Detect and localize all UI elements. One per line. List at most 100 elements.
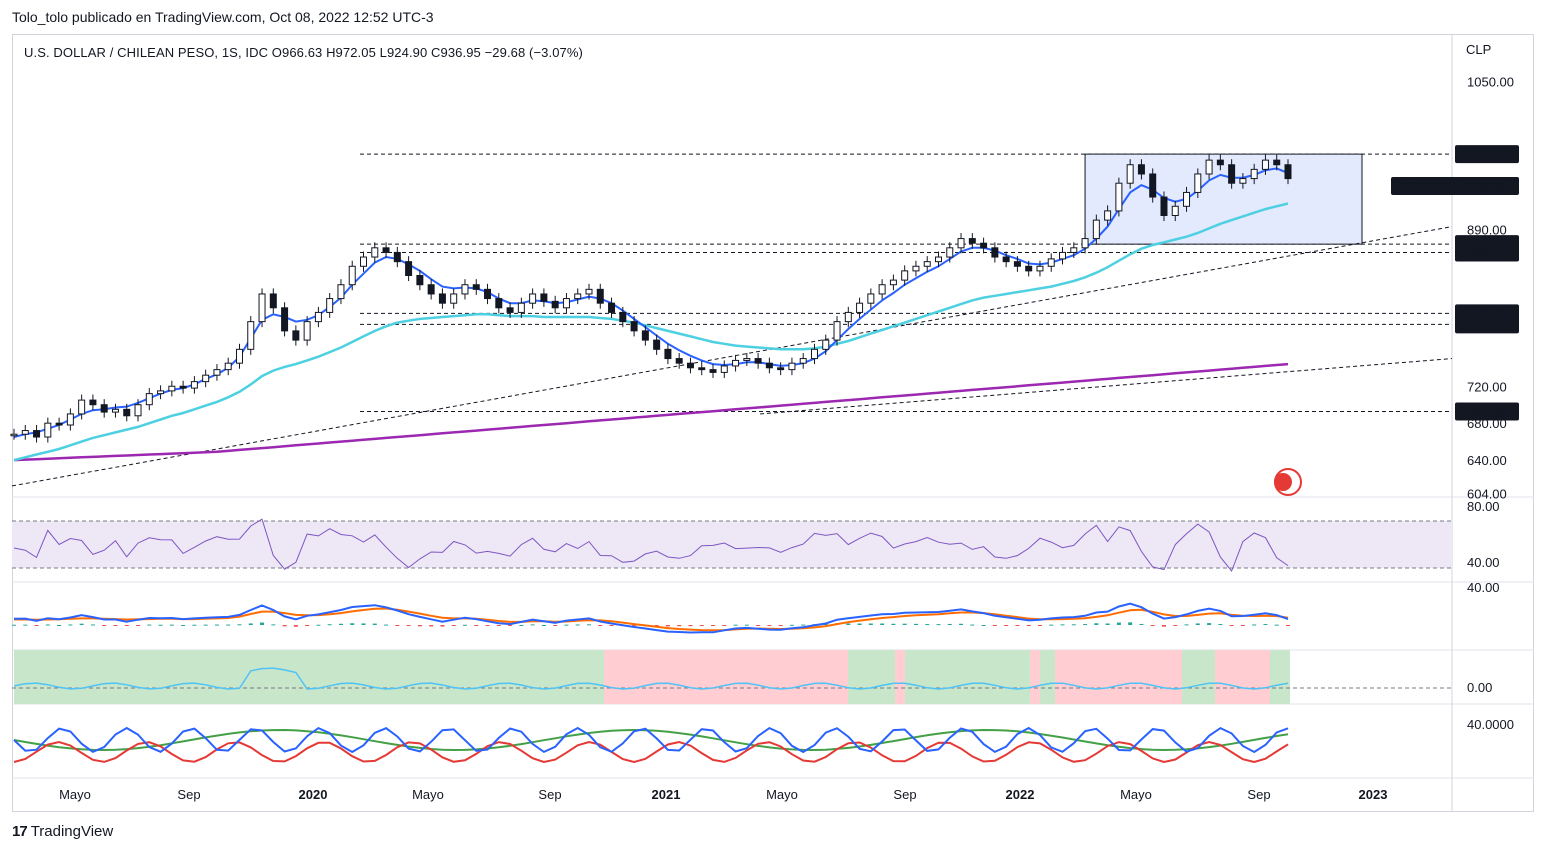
- candle-body: [55, 422, 63, 426]
- macd-histogram-bar: [902, 623, 907, 625]
- momentum-zone-bear: [895, 650, 905, 704]
- time-axis-label: Mayo: [412, 787, 444, 802]
- macd-histogram-bar: [316, 624, 321, 626]
- level-price-tag: [1455, 243, 1519, 262]
- rsi-band: [12, 521, 1452, 568]
- macd-histogram-bar: [992, 625, 997, 626]
- macd-histogram-bar: [226, 624, 231, 626]
- candle-body: [134, 404, 142, 417]
- macd-histogram-bar: [677, 625, 682, 627]
- candle-body: [585, 288, 593, 295]
- candle-body: [777, 367, 785, 371]
- macd-histogram-bar: [395, 625, 400, 626]
- candle-body: [202, 374, 210, 383]
- candle-body: [1104, 210, 1112, 221]
- chart-frame: [12, 34, 1534, 812]
- dmi-minus-line: [13, 740, 1289, 764]
- candle-body: [946, 247, 954, 258]
- candle-body: [754, 358, 762, 364]
- candle-body: [416, 275, 424, 286]
- candle-body: [1002, 256, 1010, 263]
- dmi-level-label: 40.0000: [1467, 717, 1514, 732]
- macd-histogram-bar: [1150, 625, 1155, 626]
- candle-body: [145, 393, 153, 406]
- macd-histogram-bar: [880, 623, 885, 625]
- candle-body: [923, 261, 931, 267]
- macd-histogram-bar: [609, 625, 614, 626]
- macd-histogram-bar: [553, 625, 558, 626]
- candle-body: [258, 293, 266, 323]
- candle-body: [461, 284, 469, 295]
- macd-histogram-bar: [248, 623, 253, 625]
- macd-histogram-bar: [124, 625, 129, 626]
- macd-histogram-bar: [158, 624, 163, 626]
- macd-histogram-bar: [113, 625, 118, 626]
- macd-histogram-bar: [598, 625, 603, 626]
- candle-body: [822, 339, 830, 350]
- last-price-tag: [1391, 177, 1519, 196]
- price-axis-tick: 1050.00: [1467, 75, 1514, 90]
- macd-histogram-bar: [801, 624, 806, 626]
- macd-histogram-bar: [913, 623, 918, 625]
- macd-histogram-bar: [136, 625, 141, 626]
- candle-body: [66, 413, 74, 426]
- candle-body: [664, 348, 672, 360]
- rsi-line: [13, 518, 1289, 572]
- candle-body: [303, 321, 311, 341]
- macd-histogram-bar: [688, 625, 693, 627]
- candle-body: [393, 251, 401, 263]
- candle-body: [1092, 219, 1100, 240]
- candle-body: [371, 247, 379, 258]
- candle-body: [1171, 205, 1179, 217]
- candle-body: [1250, 168, 1258, 180]
- macd-histogram-bar: [1286, 625, 1290, 626]
- candle-body: [1081, 238, 1089, 249]
- macd-histogram-bar: [868, 623, 873, 625]
- trendline-lower: [759, 358, 1453, 415]
- candle-body: [1284, 164, 1292, 180]
- candle-body: [1183, 191, 1191, 207]
- symbol-ohlc-line: U.S. DOLLAR / CHILEAN PESO, 1S, IDC O966…: [24, 45, 583, 60]
- candle-body: [1239, 178, 1247, 184]
- macd-histogram-bar: [1037, 625, 1042, 626]
- level-price-value: 787.11: [1467, 317, 1506, 332]
- publish-line: Tolo_tolo publicado en TradingView.com, …: [12, 9, 434, 25]
- macd-histogram-bar: [90, 624, 95, 626]
- candle-body: [506, 307, 514, 313]
- time-axis-label: Sep: [893, 787, 916, 802]
- macd-histogram-bar: [34, 625, 39, 626]
- macd-histogram-bar: [1071, 624, 1076, 626]
- candle-body: [281, 307, 289, 332]
- tradingview-logo[interactable]: 17 TradingView: [12, 823, 113, 840]
- macd-histogram-bar: [1173, 625, 1178, 626]
- macd-histogram-bar: [1060, 624, 1065, 626]
- candle-body: [529, 293, 537, 304]
- time-axis-label: 2022: [1006, 787, 1035, 802]
- macd-histogram-bar: [293, 625, 298, 627]
- ema-mid-line: [13, 202, 1289, 462]
- level-price-tag: [1455, 402, 1519, 421]
- macd-histogram-bar: [181, 625, 186, 626]
- macd-histogram-bar: [384, 624, 389, 626]
- level-price-tag: [1455, 145, 1519, 164]
- currency-label: CLP: [1466, 42, 1491, 57]
- macd-histogram-bar: [1184, 624, 1189, 626]
- time-axis-label: Mayo: [59, 787, 91, 802]
- candle-body: [1261, 159, 1269, 170]
- momentum-zone-bull: [905, 650, 1030, 704]
- candle-body: [619, 311, 627, 323]
- macd-histogram-bar: [68, 624, 73, 626]
- momentum-level-label: 0.00: [1467, 680, 1492, 695]
- candle-body: [1205, 159, 1213, 175]
- candle-body: [484, 288, 492, 300]
- candle-body: [867, 293, 875, 304]
- macd-histogram-bar: [665, 625, 670, 627]
- time-axis-label: Mayo: [766, 787, 798, 802]
- candle-body: [1216, 159, 1224, 166]
- macd-histogram-bar: [1240, 625, 1245, 626]
- macd-histogram-bar: [462, 624, 467, 626]
- candle-body: [1070, 247, 1078, 253]
- candle-body: [540, 293, 548, 302]
- candle-body: [382, 247, 390, 253]
